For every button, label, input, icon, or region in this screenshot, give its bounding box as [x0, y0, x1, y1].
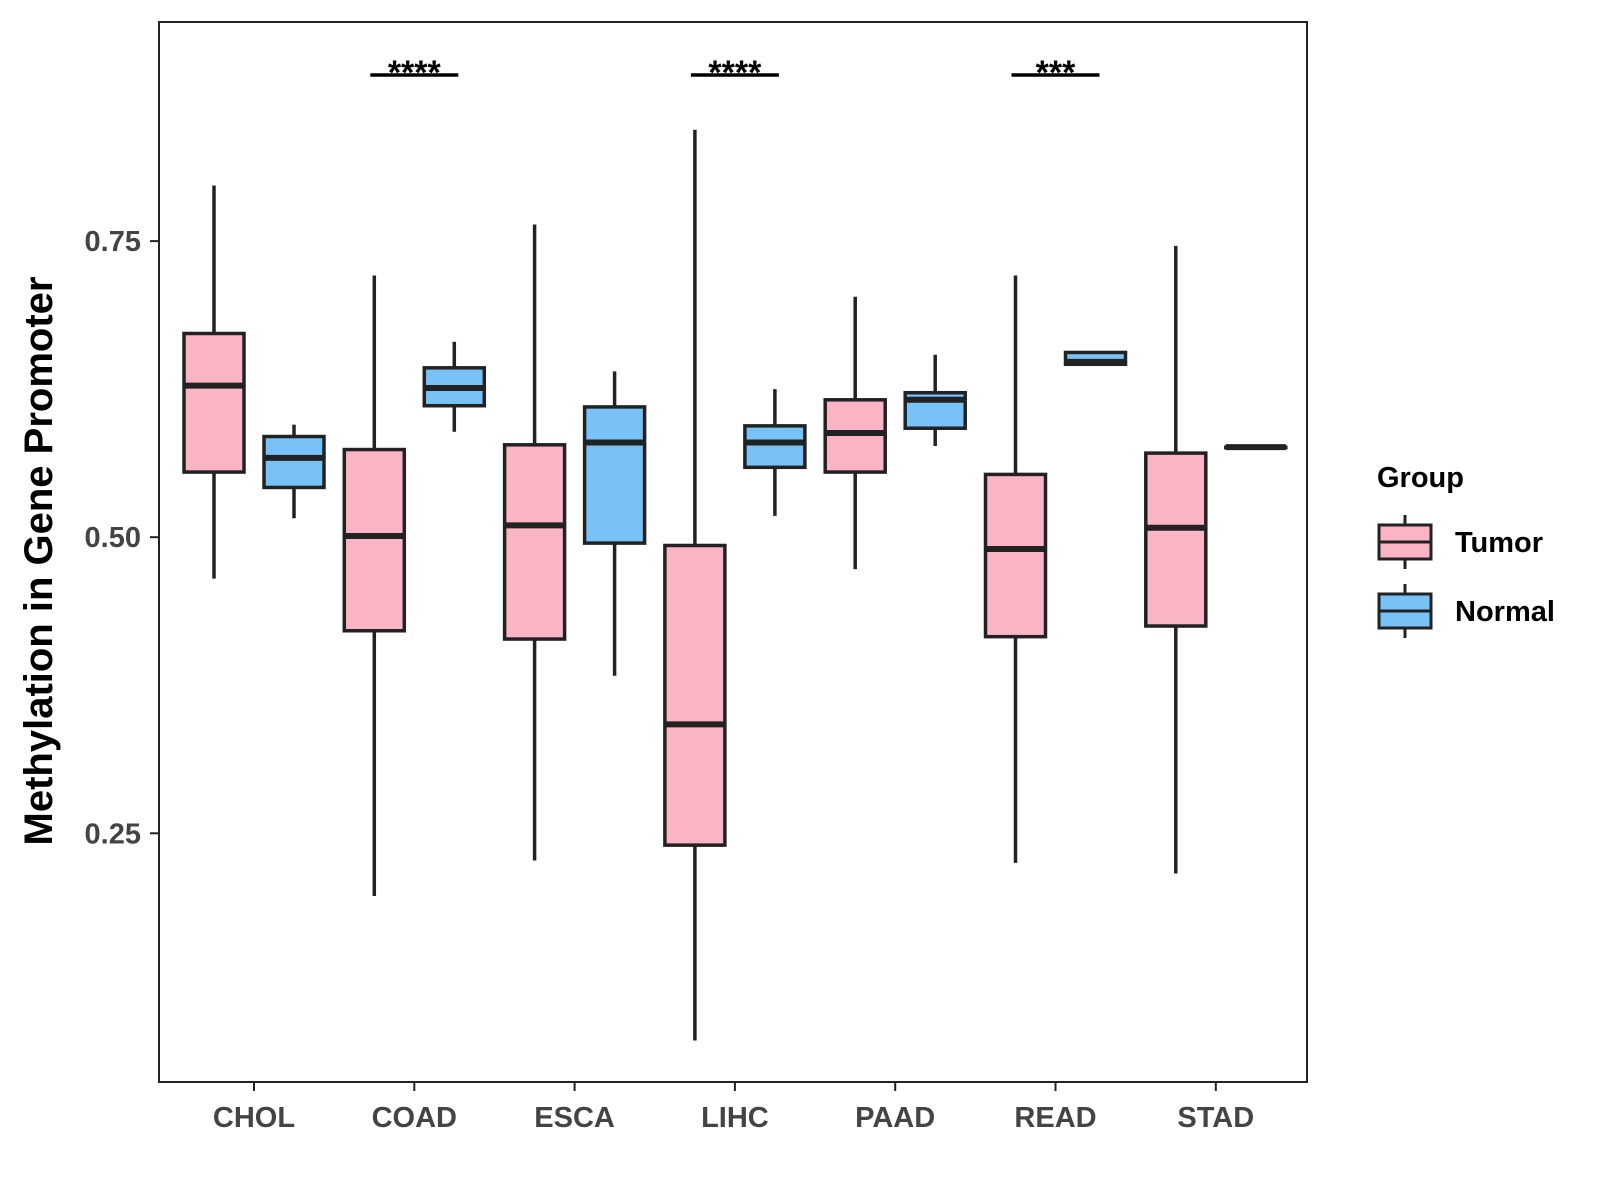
x-tick-label: CHOL	[213, 1102, 295, 1134]
significance-annotations: **** **** ***	[370, 54, 1100, 92]
box-tumor-esca	[502, 224, 567, 861]
box-normal-esca	[582, 371, 647, 676]
significance-label: ****	[708, 54, 762, 92]
x-tick-label: STAD	[1177, 1102, 1254, 1134]
legend-entry-tumor: Tumor	[1377, 515, 1543, 569]
box-body	[743, 424, 807, 470]
box-body	[182, 331, 246, 474]
box-normal-coad	[422, 341, 487, 432]
x-tick-label: LIHC	[701, 1102, 769, 1134]
x-tick-label: PAAD	[855, 1102, 935, 1134]
box-body	[582, 405, 647, 545]
box-normal-paad	[903, 354, 967, 446]
legend-entry-normal: Normal	[1377, 584, 1555, 638]
x-tick-label: READ	[1014, 1102, 1096, 1134]
y-tick-label: 0.50	[85, 522, 141, 554]
box-body	[1144, 451, 1208, 628]
y-tick-label: 0.25	[85, 818, 141, 850]
box-body	[502, 443, 567, 641]
significance-label: ***	[1036, 54, 1076, 92]
significance-coad: ****	[370, 54, 459, 92]
box-tumor-paad	[823, 296, 887, 570]
box-body	[342, 447, 407, 633]
boxes-layer	[182, 129, 1288, 1041]
box-body	[983, 472, 1048, 639]
significance-lihc: ****	[690, 54, 779, 92]
legend-label: Tumor	[1455, 527, 1543, 559]
y-axis: 0.25 0.50 0.75	[85, 226, 159, 850]
box-normal-lihc	[743, 389, 807, 516]
legend: Group Tumor Normal	[1377, 462, 1555, 638]
box-body	[663, 543, 727, 847]
box-tumor-lihc	[663, 129, 727, 1041]
x-axis: CHOL COAD ESCA LIHC PAAD READ STAD	[213, 1082, 1254, 1134]
y-tick-label: 0.75	[85, 226, 141, 258]
box-body	[262, 434, 326, 490]
y-axis-label: Methylation in Gene Promoter	[17, 277, 61, 846]
significance-read: ***	[1011, 54, 1100, 92]
box-normal-read	[1063, 350, 1128, 367]
legend-label: Normal	[1455, 596, 1555, 628]
significance-label: ****	[388, 54, 442, 92]
x-tick-label: ESCA	[534, 1102, 615, 1134]
box-tumor-coad	[342, 275, 407, 897]
plot-panel	[158, 21, 1308, 1083]
x-tick-label: COAD	[372, 1102, 457, 1134]
box-tumor-stad	[1144, 245, 1208, 874]
box-normal-chol	[262, 424, 326, 519]
box-tumor-read	[983, 275, 1048, 863]
box-normal-stad	[1224, 444, 1288, 451]
legend-title: Group	[1377, 462, 1464, 494]
box-tumor-chol	[182, 185, 246, 579]
